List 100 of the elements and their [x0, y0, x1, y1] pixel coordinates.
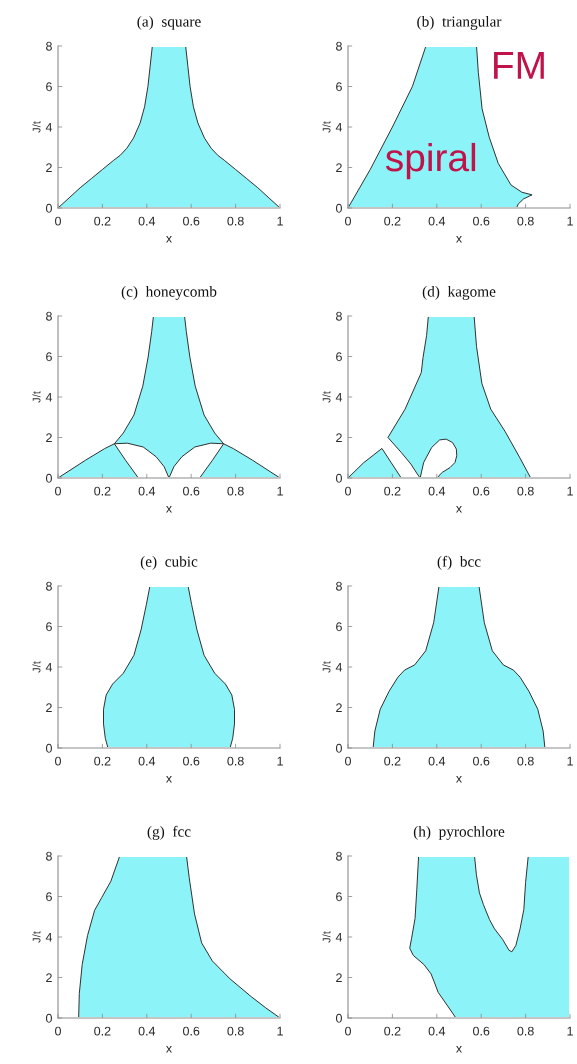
x-tick-label: 0 [55, 486, 61, 496]
chart-title: (b) triangular [417, 15, 502, 30]
x-tick-label: 1 [277, 1026, 283, 1036]
x-tick-label: 0.4 [428, 486, 446, 496]
x-tick-label: 0 [345, 756, 351, 766]
x-tick-label: 0.6 [183, 756, 200, 766]
x-tick-label: 0.4 [138, 216, 156, 226]
annotation: FM [494, 51, 544, 79]
x-axis-title: x [456, 236, 462, 243]
x-tick-label: 1 [567, 486, 573, 496]
x-tick-label: 0.4 [428, 1026, 446, 1036]
x-axis-title: x [166, 506, 172, 513]
x-tick-label: 0.6 [183, 486, 200, 496]
y-tick-label: 8 [46, 581, 52, 591]
y-tick-label: 8 [46, 41, 52, 51]
y-tick-label: 6 [336, 82, 342, 92]
y-tick-label: 0 [45, 203, 52, 213]
x-tick-label: 0.2 [384, 216, 401, 226]
y-tick-label: 6 [336, 352, 342, 362]
x-tick-label: 0 [345, 216, 351, 226]
y-tick-label: 8 [336, 41, 342, 51]
x-axis-title: x [456, 1046, 462, 1053]
x-tick-label: 1 [567, 1026, 573, 1036]
x-tick-label: 0 [55, 756, 61, 766]
y-tick-label: 4 [335, 392, 343, 402]
y-axis-title: J/t [32, 661, 41, 673]
x-tick-label: 0.6 [183, 1026, 200, 1036]
x-tick-label: 0.4 [428, 756, 446, 766]
chart-title: (f) bcc [437, 555, 481, 570]
x-tick-label: 0.4 [138, 1026, 156, 1036]
y-tick-label: 6 [46, 622, 52, 632]
x-tick-label: 0.2 [94, 756, 111, 766]
y-tick-label: 2 [336, 973, 342, 983]
y-tick-label: 2 [336, 703, 342, 713]
chart-title: (g) fcc [147, 825, 191, 840]
y-tick-label: 4 [335, 662, 343, 672]
x-tick-label: 0.6 [473, 1026, 490, 1036]
x-tick-label: 0.2 [94, 486, 111, 496]
x-tick-label: 0.6 [473, 216, 490, 226]
x-tick-label: 0.8 [517, 486, 534, 496]
y-tick-label: 2 [46, 973, 52, 983]
x-tick-label: 0.2 [94, 216, 111, 226]
y-axis-title: J/t [322, 121, 331, 133]
chart-title: (c) honeycomb [121, 285, 217, 300]
y-tick-label: 8 [46, 311, 52, 321]
x-tick-label: 0.8 [227, 756, 244, 766]
x-tick-label: 0.2 [384, 756, 401, 766]
x-tick-label: 0.8 [227, 486, 244, 496]
x-tick-label: 0 [55, 1026, 61, 1036]
y-tick-label: 4 [45, 932, 53, 942]
x-axis-title: x [456, 506, 462, 513]
y-tick-label: 4 [45, 662, 53, 672]
y-tick-label: 0 [335, 203, 342, 213]
x-axis-title: x [166, 236, 172, 243]
y-tick-label: 8 [336, 851, 342, 861]
y-tick-label: 6 [46, 892, 52, 902]
x-tick-label: 0.8 [517, 756, 534, 766]
y-tick-label: 6 [336, 892, 342, 902]
chart-title: (h) pyrochlore [413, 825, 505, 840]
y-tick-label: 8 [336, 581, 342, 591]
x-tick-label: 0.8 [227, 216, 244, 226]
x-tick-label: 0.2 [384, 486, 401, 496]
x-tick-label: 0.4 [428, 216, 446, 226]
y-tick-label: 6 [336, 622, 342, 632]
chart-title: (e) cubic [140, 555, 198, 570]
x-tick-label: 0 [55, 216, 61, 226]
x-axis-title: x [166, 776, 172, 783]
x-tick-label: 0.6 [473, 486, 490, 496]
x-tick-label: 0 [345, 486, 351, 496]
x-axis-title: x [166, 1046, 172, 1053]
y-tick-label: 0 [45, 743, 52, 753]
y-tick-label: 0 [45, 473, 52, 483]
x-tick-label: 0.2 [384, 1026, 401, 1036]
x-tick-label: 1 [567, 756, 573, 766]
x-tick-label: 0.4 [138, 486, 156, 496]
x-tick-label: 0.8 [227, 1026, 244, 1036]
x-axis-title: x [456, 776, 462, 783]
y-tick-label: 2 [46, 163, 52, 173]
y-axis-title: J/t [322, 931, 331, 943]
x-tick-label: 0.6 [183, 216, 200, 226]
x-tick-label: 0 [345, 1026, 351, 1036]
y-tick-label: 6 [46, 352, 52, 362]
y-axis-title: J/t [322, 661, 331, 673]
x-tick-label: 0.2 [94, 1026, 111, 1036]
y-tick-label: 4 [335, 932, 343, 942]
y-tick-label: 4 [335, 122, 343, 132]
x-tick-label: 1 [277, 216, 283, 226]
y-axis-title: J/t [32, 391, 41, 403]
x-tick-label: 0.8 [517, 1026, 534, 1036]
y-axis-title: J/t [322, 391, 331, 403]
y-tick-label: 0 [335, 1013, 342, 1023]
chart-title: (d) kagome [422, 285, 496, 300]
y-tick-label: 8 [46, 851, 52, 861]
x-tick-label: 0.6 [473, 756, 490, 766]
y-tick-label: 4 [45, 392, 53, 402]
y-tick-label: 2 [336, 163, 342, 173]
y-tick-label: 6 [46, 82, 52, 92]
chart-title: (a) square [137, 15, 201, 30]
x-tick-label: 1 [277, 756, 283, 766]
x-tick-label: 1 [567, 216, 573, 226]
